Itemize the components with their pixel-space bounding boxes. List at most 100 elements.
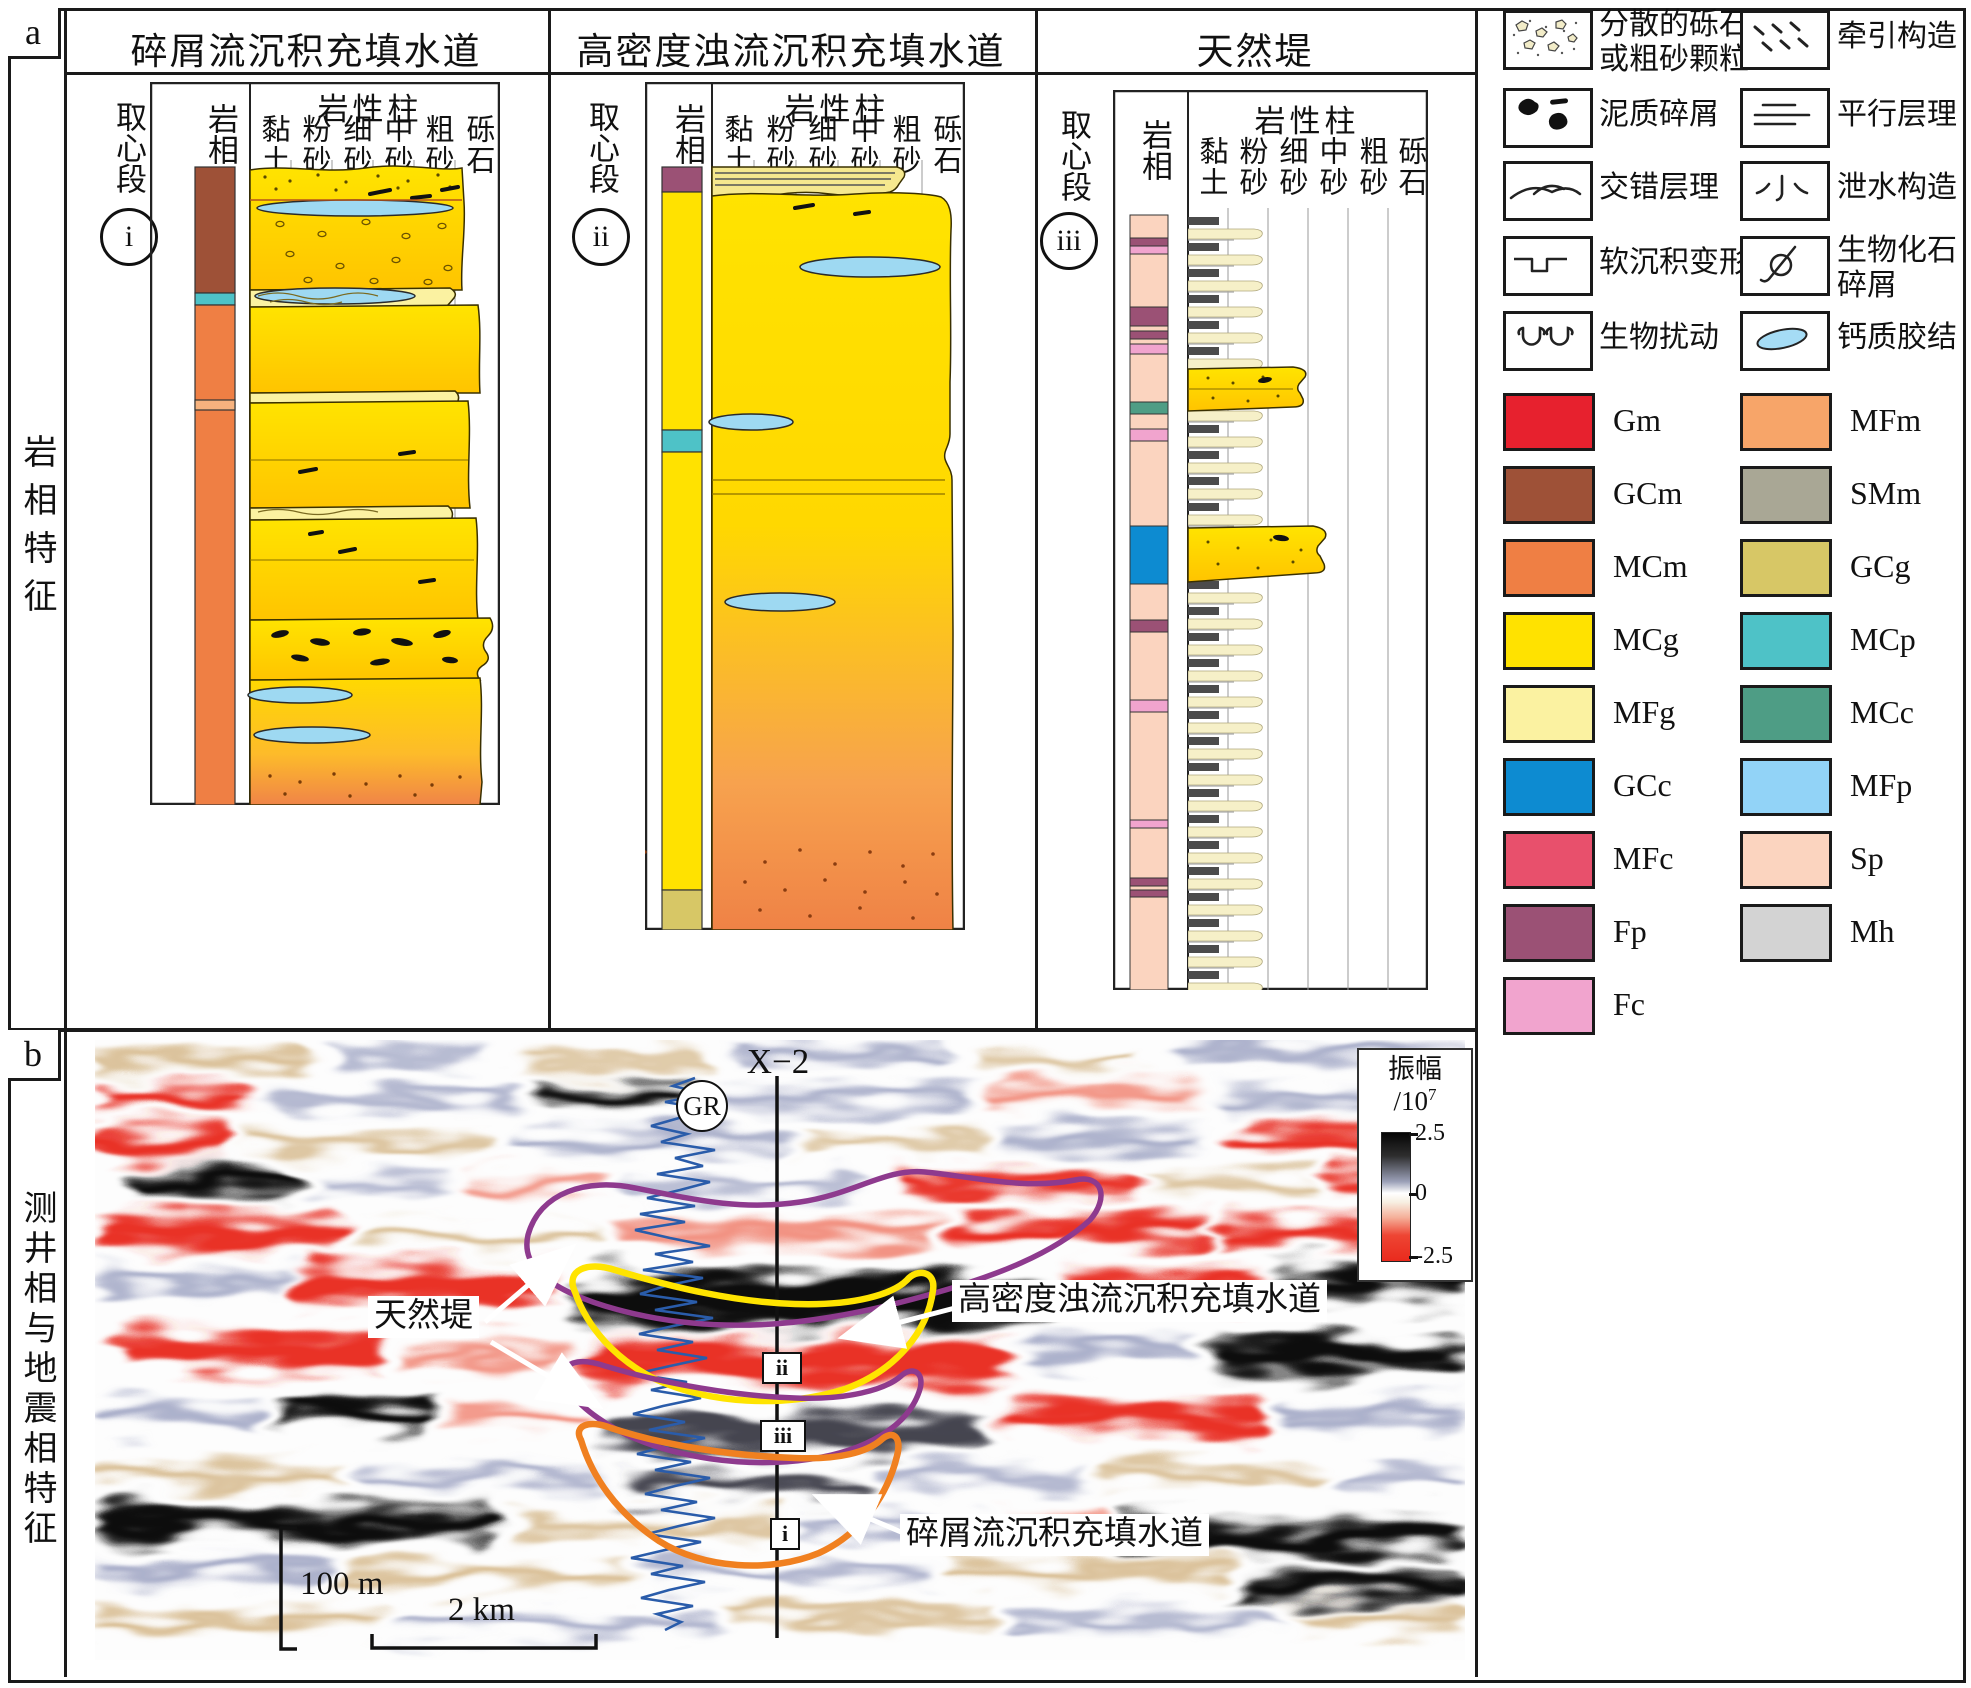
calcite-lenses bbox=[708, 256, 941, 612]
gr-log-badge: GR bbox=[676, 1080, 728, 1132]
facies-code: MCp bbox=[1850, 621, 1916, 657]
outer-frame bbox=[8, 8, 1966, 1683]
facies-code: MFm bbox=[1850, 402, 1922, 438]
grain-label: 砾石 bbox=[462, 114, 494, 176]
debris-channel-outline bbox=[575, 1420, 902, 1569]
panel-ab-divider bbox=[8, 1028, 1478, 1032]
grain-label: 黏土 bbox=[1195, 136, 1227, 198]
section-title-debris-channel: 碎屑流沉积充填水道 bbox=[130, 32, 482, 73]
panel-b-letter: b bbox=[8, 1030, 61, 1081]
facies-code: GCc bbox=[1613, 767, 1672, 803]
cross-lamination bbox=[257, 292, 379, 516]
seismic-section bbox=[95, 1040, 1465, 1660]
gravel-grains bbox=[275, 218, 453, 286]
mud-clasts-cluster bbox=[271, 628, 458, 666]
sand-speckles bbox=[263, 173, 452, 192]
facies-strip-ii bbox=[661, 166, 703, 930]
panels-right-border bbox=[1475, 8, 1478, 1677]
dispersed-gravel-icon bbox=[1503, 10, 1593, 70]
bottom-speckles bbox=[268, 772, 462, 798]
legend: 分散的砾石 或粗砂颗粒 泥质碎屑 交错层理 bbox=[1495, 8, 1965, 1038]
legend-symbol-label: 生物扰动 bbox=[1599, 321, 1719, 354]
well-name: X−2 bbox=[746, 1042, 810, 1081]
facies-strip-iii bbox=[1129, 214, 1169, 990]
facies-swatch-GCg bbox=[1740, 539, 1832, 597]
legend-symbol-label: 泥质碎屑 bbox=[1599, 98, 1719, 131]
facies-swatch-MCc bbox=[1740, 685, 1832, 743]
amplitude-colorbar: 振幅 /107 2.5 0 -2.5 bbox=[1357, 1048, 1473, 1282]
mud-clasts-icon bbox=[1503, 88, 1593, 148]
colorbar-tick-top: 2.5 bbox=[1415, 1120, 1445, 1146]
facies-track-header-ii: 岩相 bbox=[670, 103, 705, 165]
facies-swatch-SMm bbox=[1740, 466, 1832, 524]
core-section-label-iii: 取心段 bbox=[1056, 108, 1091, 202]
panel-b-side-label: 测井相与地震相特征 bbox=[18, 1190, 55, 1550]
facies-code: SMm bbox=[1850, 475, 1922, 511]
facies-swatch-Fc bbox=[1503, 977, 1595, 1035]
lith-column-ii bbox=[645, 82, 965, 930]
bottom-speckles bbox=[645, 848, 939, 920]
core-id-i: i bbox=[100, 208, 158, 266]
legend-symbol-label: 牵引构造 bbox=[1837, 20, 1957, 53]
main-channel-body bbox=[711, 192, 954, 930]
left-strip-divider bbox=[64, 8, 67, 1677]
section-title-turbidite-channel: 高密度浊流沉积充填水道 bbox=[576, 32, 1006, 73]
section-divider-1 bbox=[548, 8, 551, 1028]
facies-swatch-MCp bbox=[1740, 612, 1832, 670]
facies-strip-i bbox=[194, 166, 236, 805]
facies-swatch-MFc bbox=[1503, 831, 1595, 889]
facies-code: MFp bbox=[1850, 767, 1913, 803]
facies-code: MFg bbox=[1613, 694, 1676, 730]
legend-symbol-label: 分散的砾石 或粗砂颗粒 bbox=[1599, 8, 1749, 76]
seismic-overlay bbox=[279, 1076, 1104, 1651]
turbidite-channel-outline bbox=[569, 1263, 937, 1405]
marker-debris-i: i bbox=[770, 1518, 800, 1550]
seismic-reflectors bbox=[95, 1045, 1465, 1630]
panel-a-letter: a bbox=[8, 8, 61, 59]
facies-swatch-Gm bbox=[1503, 393, 1595, 451]
annotation-debris-channel: 碎屑流沉积充填水道 bbox=[900, 1514, 1209, 1556]
facies-code: Fc bbox=[1613, 986, 1645, 1022]
grain-label: 粉砂 bbox=[298, 114, 330, 176]
grain-label: 粗砂 bbox=[888, 114, 920, 176]
colorbar-tick-bottom: -2.5 bbox=[1415, 1243, 1453, 1269]
levee-channel-sands bbox=[1187, 366, 1327, 583]
facies-swatch-MCm bbox=[1503, 539, 1595, 597]
core-id-iii: iii bbox=[1040, 212, 1098, 270]
grain-label: 中砂 bbox=[1315, 136, 1347, 198]
facies-swatch-MCg bbox=[1503, 612, 1595, 670]
header-bottom-line bbox=[64, 72, 1478, 75]
bio-fossil-debris-icon bbox=[1740, 236, 1830, 296]
facies-swatch-MFp bbox=[1740, 758, 1832, 816]
horizontal-scale-label: 2 km bbox=[448, 1592, 515, 1628]
annotation-arrows bbox=[483, 1243, 956, 1545]
grain-label: 砾石 bbox=[929, 114, 961, 176]
grain-label: 粉砂 bbox=[762, 114, 794, 176]
grain-label: 中砂 bbox=[846, 114, 878, 176]
facies-swatch-Mh bbox=[1740, 904, 1832, 962]
facies-code: MCc bbox=[1850, 694, 1914, 730]
legend-symbol-label: 生物化石 碎屑 bbox=[1837, 234, 1957, 302]
legend-symbol-label: 软沉积变形 bbox=[1599, 246, 1749, 279]
grain-label: 细砂 bbox=[1275, 136, 1307, 198]
soft-sediment-deformation-icon bbox=[1503, 236, 1593, 296]
mud-clast-dashes bbox=[298, 185, 460, 584]
section-title-levee: 天然堤 bbox=[1196, 32, 1314, 73]
facies-code: Sp bbox=[1850, 840, 1884, 876]
facies-swatch-Fp bbox=[1503, 904, 1595, 962]
grain-label: 砾石 bbox=[1394, 136, 1426, 198]
facies-code: Mh bbox=[1850, 913, 1895, 949]
grain-label: 细砂 bbox=[804, 114, 836, 176]
facies-swatch-GCc bbox=[1503, 758, 1595, 816]
facies-code: GCm bbox=[1613, 475, 1683, 511]
calcareous-cementation-icon bbox=[1740, 311, 1830, 371]
lith-column-iii bbox=[1113, 90, 1428, 990]
legend-symbol-label: 平行层理 bbox=[1837, 98, 1957, 131]
levee-outline-lower bbox=[561, 1358, 924, 1466]
facies-code: MFc bbox=[1613, 840, 1674, 876]
panel-a-side-label: 岩相特征 bbox=[18, 434, 55, 626]
grain-label: 黏土 bbox=[720, 114, 752, 176]
colorbar-title: 振幅 /107 bbox=[1388, 1054, 1442, 1117]
facies-swatch-MFm bbox=[1740, 393, 1832, 451]
marker-turbidite-ii: ii bbox=[762, 1352, 802, 1384]
